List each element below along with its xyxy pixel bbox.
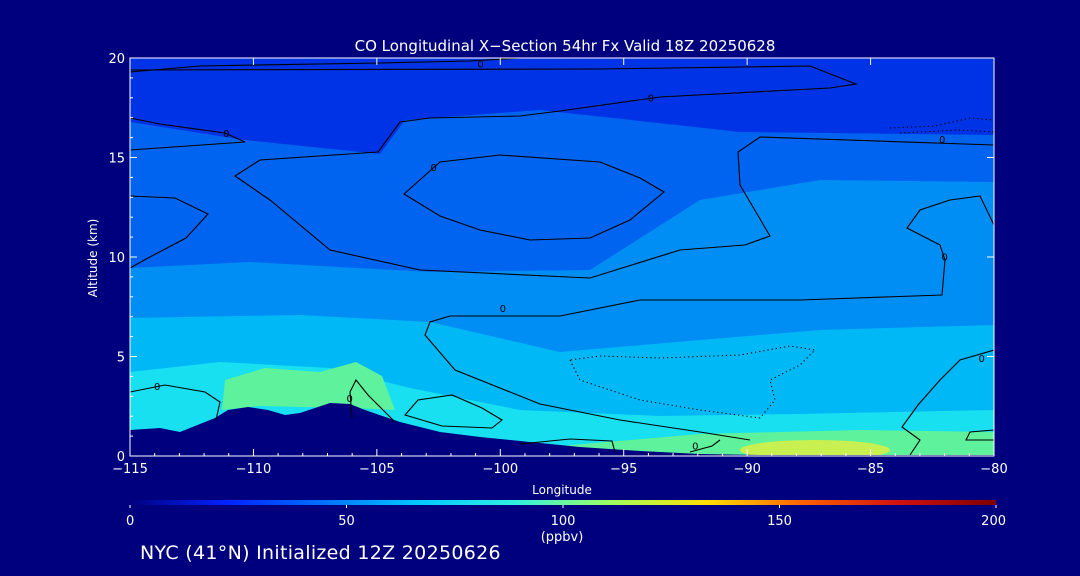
x-tick-label: −85 xyxy=(857,462,884,477)
contour-label: 0 xyxy=(430,163,436,174)
contour-line xyxy=(519,438,616,453)
x-tick-label: −90 xyxy=(733,462,760,477)
green-co-band xyxy=(222,362,395,410)
contour-label: 0 xyxy=(648,93,654,104)
terrain-mask xyxy=(130,403,994,456)
contour-label: 0 xyxy=(941,253,947,264)
y-tick-label: 0 xyxy=(117,450,125,465)
contour-label: 0 xyxy=(939,135,945,146)
y-tick-label: 20 xyxy=(108,52,125,67)
y-tick-label: 5 xyxy=(117,351,125,366)
contour-line xyxy=(965,429,994,441)
contour-label: 0 xyxy=(500,304,506,315)
contour-line xyxy=(901,349,994,456)
colorbar-tick-label: 100 xyxy=(551,514,576,529)
contour-label: 0 xyxy=(978,354,984,365)
x-tick-label: −95 xyxy=(610,462,637,477)
chart-title: CO Longitudinal X−Section 54hr Fx Valid … xyxy=(355,37,776,55)
contour-label: 0 xyxy=(692,442,698,453)
dotted-contour-line xyxy=(889,117,994,129)
x-tick-label: −105 xyxy=(359,462,395,477)
contour-line xyxy=(130,117,246,151)
colorbar-tick-label: 50 xyxy=(338,514,355,529)
contour-line xyxy=(130,65,994,279)
contour-label: 0 xyxy=(477,59,483,70)
initialization-caption: NYC (41°N) Initialized 12Z 20250626 xyxy=(140,542,501,564)
contour-label: 0 xyxy=(347,394,353,405)
colorbar xyxy=(130,500,996,505)
contour-label: 0 xyxy=(223,129,229,140)
contour-line xyxy=(130,384,221,421)
contour-line xyxy=(424,195,994,441)
contour-label: 0 xyxy=(154,382,160,393)
y-axis-ticks: 0 5 10 15 20 xyxy=(108,52,994,465)
contour-lines xyxy=(130,58,994,456)
contour-line xyxy=(404,394,503,429)
colorbar-ticks: 0 50 100 150 200 xyxy=(126,505,1006,529)
x-tick-label: −80 xyxy=(980,462,1007,477)
y-axis-label: Altitude (km) xyxy=(86,219,100,298)
contour-line xyxy=(349,378,396,423)
x-axis-label: Longitude xyxy=(532,483,592,497)
colorbar-tick-label: 0 xyxy=(126,514,134,529)
contour-line xyxy=(130,58,521,73)
x-tick-label: −110 xyxy=(236,462,272,477)
contour-line xyxy=(689,439,721,453)
x-axis-ticks: −115 −110 −105 −100 −95 −90 −85 −80 xyxy=(112,58,1008,477)
y-tick-label: 15 xyxy=(108,152,125,167)
contour-line xyxy=(130,195,209,269)
colorbar-tick-label: 200 xyxy=(981,514,1006,529)
x-tick-label: −100 xyxy=(482,462,518,477)
contour-line xyxy=(403,154,665,241)
colorbar-tick-label: 150 xyxy=(767,514,792,529)
surface-co-maximum xyxy=(740,440,890,456)
x-tick-label: −115 xyxy=(112,462,148,477)
contour-labels: 0 0 0 0 0 0 0 0 0 0 0 xyxy=(154,59,985,452)
plot-area: 0 0 0 0 0 0 0 0 0 0 0 xyxy=(130,58,994,456)
colorbar-unit: (ppbv) xyxy=(541,530,584,545)
y-tick-label: 10 xyxy=(108,251,125,266)
